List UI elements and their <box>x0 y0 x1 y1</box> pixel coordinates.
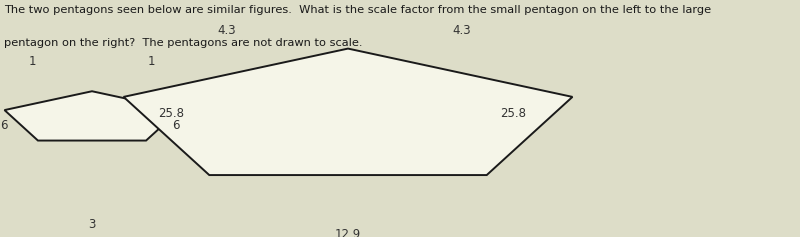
Text: pentagon on the right?  The pentagons are not drawn to scale.: pentagon on the right? The pentagons are… <box>4 38 362 48</box>
Text: 3: 3 <box>88 218 96 231</box>
Polygon shape <box>123 49 573 175</box>
Text: 4.3: 4.3 <box>218 24 236 37</box>
Polygon shape <box>5 91 179 141</box>
Text: 6: 6 <box>1 119 8 132</box>
Text: 25.8: 25.8 <box>500 107 526 120</box>
Text: 4.3: 4.3 <box>452 24 470 37</box>
Text: The two pentagons seen below are similar figures.  What is the scale factor from: The two pentagons seen below are similar… <box>4 5 711 15</box>
Text: 12.9: 12.9 <box>335 228 361 237</box>
Text: 1: 1 <box>148 55 155 68</box>
Text: 25.8: 25.8 <box>158 107 184 120</box>
Text: 1: 1 <box>29 55 36 68</box>
Text: 6: 6 <box>172 119 179 132</box>
